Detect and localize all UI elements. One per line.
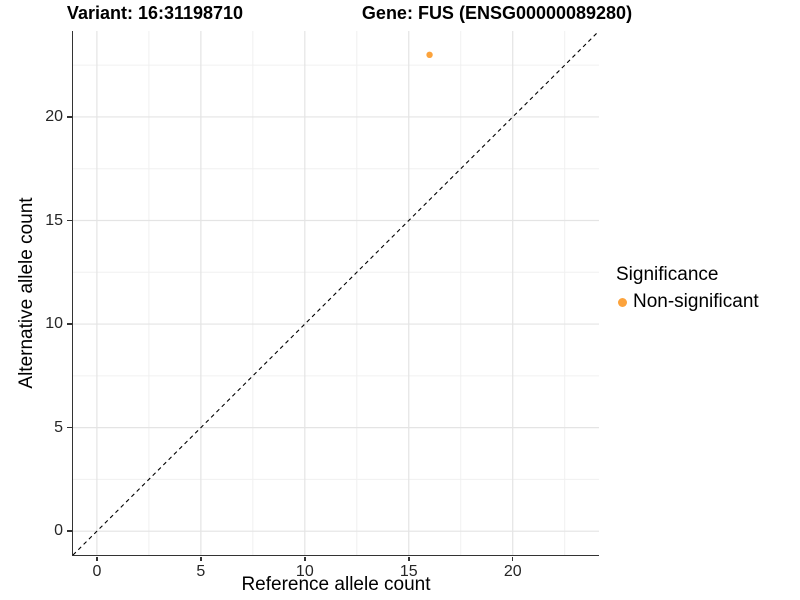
y-tick-mark: [67, 219, 72, 222]
x-tick-label: 5: [196, 563, 206, 580]
x-tick-mark: [96, 556, 98, 561]
x-tick-label: 20: [503, 563, 522, 580]
legend-items: Non-significant: [616, 291, 759, 313]
legend: Significance Non-significant: [616, 264, 759, 313]
y-axis-title: Alternative allele count: [16, 197, 37, 389]
x-tick-label: 0: [92, 563, 102, 580]
legend-title: Significance: [616, 264, 719, 285]
x-tick-label: 10: [295, 563, 314, 580]
plot-panel: 0 5 10 15 20 0 5 10 15 20: [45, 30, 600, 580]
legend-item-label: Non-significant: [633, 291, 759, 312]
gene-title: Gene: FUS (ENSG00000089280): [361, 3, 633, 23]
x-tick-mark: [304, 556, 306, 561]
y-tick-label: 15: [45, 211, 63, 229]
x-axis-title: Reference allele count: [241, 574, 431, 595]
y-tick-label: 10: [45, 315, 63, 333]
legend-point-icon: [618, 297, 627, 307]
y-tick-mark: [67, 530, 72, 532]
identity-line: [72, 30, 600, 556]
y-tick-mark: [67, 116, 72, 118]
x-tick-mark: [200, 556, 202, 561]
x-tick-label: 15: [399, 563, 418, 580]
y-tick-mark: [67, 426, 72, 429]
legend-item: Non-significant: [616, 291, 759, 313]
x-tick-mark: [408, 556, 410, 561]
y-tick-label: 5: [54, 418, 63, 436]
y-tick-mark: [67, 323, 72, 325]
y-tick-label: 20: [45, 107, 63, 125]
data-point: [426, 51, 433, 59]
variant-title: Variant: 16:31198710: [66, 3, 244, 23]
y-tick-label: 0: [54, 522, 63, 540]
x-tick-mark: [511, 556, 514, 561]
plot-canvas: [72, 30, 600, 556]
